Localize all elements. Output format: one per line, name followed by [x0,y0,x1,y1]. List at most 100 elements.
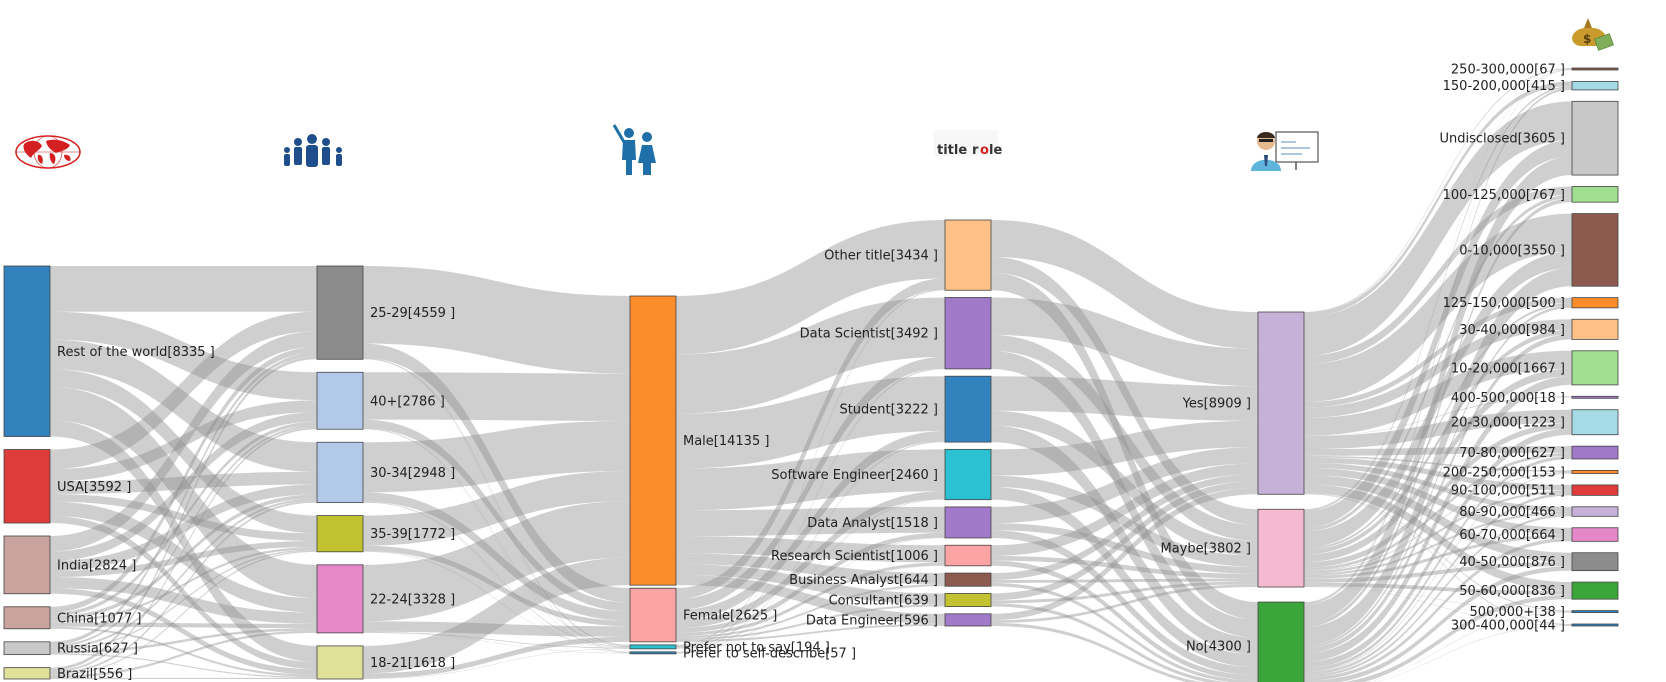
sankey-node-s20[interactable] [1571,409,1619,436]
sankey-link [991,530,1258,676]
sankey-link [991,350,1258,638]
world-map-icon [15,135,81,169]
sankey-link [676,575,945,624]
sankey-node-male[interactable] [629,295,677,586]
sankey-node-label-s70: 70-80,000[627 ] [1459,446,1565,461]
sankey-link [991,481,1258,601]
sankey-link [1304,562,1572,583]
sankey-node-s70[interactable] [1571,445,1619,460]
sankey-node-pnts[interactable] [629,644,677,650]
sankey-node-no[interactable] [1257,601,1305,682]
sankey-node-label-s30: 30-40,000[984 ] [1459,323,1565,338]
sankey-link [676,499,945,654]
sankey-node-label-no: No[4300 ] [1186,640,1251,655]
sankey-node-label-ds: Data Scientist[3492 ] [800,327,938,342]
sankey-node-brazil[interactable] [3,667,51,680]
sankey-link [991,475,1258,567]
sankey-node-ba[interactable] [944,572,992,587]
sankey-node-label-pnts: Prefer not to say[194 ] [683,640,830,655]
sankey-link [363,648,630,679]
sankey-node-rs[interactable] [944,544,992,567]
sankey-node-s40[interactable] [1571,552,1619,572]
sankey-node-s100[interactable] [1571,186,1619,203]
sankey-link [363,501,630,622]
sankey-link [50,425,317,648]
sankey-link [363,428,630,647]
sankey-node-cons[interactable] [944,593,992,607]
sankey-node-s80[interactable] [1571,506,1619,517]
sankey-link [363,419,630,612]
sankey-node-s250[interactable] [1571,67,1619,71]
sankey-link [50,421,317,617]
sankey-node-usa[interactable] [3,449,51,524]
sankey-node-de[interactable] [944,613,992,627]
sankey-node-s10[interactable] [1571,350,1619,386]
sankey-link [991,582,1258,682]
sankey-link [363,429,630,653]
sankey-link [1304,446,1572,456]
sankey-node-s150[interactable] [1571,81,1619,91]
sankey-node-da[interactable] [944,506,992,539]
sankey-node-s200[interactable] [1571,469,1619,474]
svg-text:le: le [989,143,1002,158]
sankey-node-s50[interactable] [1571,581,1619,600]
sankey-link [1304,251,1572,548]
sankey-node-student[interactable] [944,375,992,443]
sankey-node-label-a3539: 35-39[1772 ] [370,527,455,542]
sankey-node-india[interactable] [3,535,51,595]
sankey-node-label-se: Software Engineer[2460 ] [771,468,938,483]
sankey-node-s0[interactable] [1571,213,1619,287]
sankey-link [50,628,317,654]
sankey-node-se[interactable] [944,448,992,501]
sankey-link [363,545,630,627]
sankey-node-female[interactable] [629,587,677,643]
sankey-node-russia[interactable] [3,641,51,656]
sankey-link [676,537,945,649]
sankey-node-a3539[interactable] [316,515,364,553]
sankey-node-maybe[interactable] [1257,508,1305,588]
sankey-link [50,266,317,312]
sankey-link [1304,493,1572,612]
sankey-node-s300[interactable] [1571,623,1619,627]
sankey-node-label-a1821: 18-21[1618 ] [370,656,455,671]
sankey-node-label-usa: USA[3592 ] [57,480,131,495]
sankey-link [363,372,630,421]
sankey-link [50,547,317,623]
sankey-node-china[interactable] [3,606,51,630]
sankey-node-s125[interactable] [1571,297,1619,309]
sankey-node-label-s90: 90-100,000[511 ] [1451,484,1565,499]
sankey-node-s90[interactable] [1571,484,1619,496]
sankey-node-s60[interactable] [1571,527,1619,542]
sankey-node-a3034[interactable] [316,441,364,503]
sankey-node-world[interactable] [3,265,51,437]
sankey-link [991,474,1258,580]
sankey-link [50,626,317,677]
sankey-node-a2529[interactable] [316,265,364,360]
sankey-link [991,584,1258,623]
sankey-node-other[interactable] [944,219,992,291]
title-role-icon: title r o le [934,130,1002,158]
sankey-node-label-student: Student[3222 ] [839,403,938,418]
sankey-node-s500[interactable] [1571,610,1619,613]
sankey-node-ptsd[interactable] [629,651,677,655]
sankey-node-s30[interactable] [1571,318,1619,340]
svg-text:o: o [980,143,989,158]
sankey-node-a40[interactable] [316,371,364,430]
sankey-link [363,632,630,654]
sankey-link [1304,472,1572,572]
sankey-node-label-brazil: Brazil[556 ] [57,667,132,682]
sankey-nodes: Rest of the world[8335 ] USA[3592 ] India[… [3,63,1619,682]
sankey-node-s400[interactable] [1571,395,1619,399]
sankey-node-a2224[interactable] [316,564,364,634]
sankey-node-sund[interactable] [1571,100,1619,176]
sankey-node-a1821[interactable] [316,645,364,680]
sankey-link [991,297,1258,387]
sankey-link [991,523,1258,574]
sankey-node-label-s200: 200-250,000[153 ] [1443,465,1565,480]
sankey-link [50,386,317,599]
sankey-link [50,493,317,541]
sankey-link [676,604,945,640]
sankey-node-ds[interactable] [944,297,992,370]
sankey-node-yes[interactable] [1257,311,1305,495]
sankey-link [676,289,945,646]
